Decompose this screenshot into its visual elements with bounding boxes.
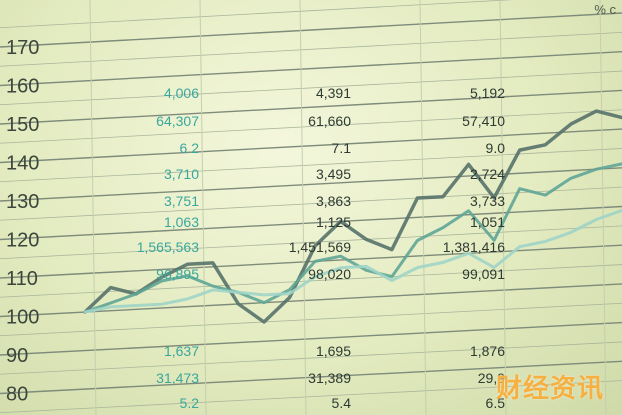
y-tick-label: 100 — [6, 307, 39, 329]
grid-line — [0, 321, 622, 356]
grid-line — [0, 51, 622, 87]
grid-line — [0, 167, 622, 202]
grid-line — [0, 302, 622, 337]
figure-col1: 31,473 — [156, 370, 199, 386]
grid-line — [0, 89, 622, 125]
figure-col3: 3,733 — [470, 193, 505, 209]
series-line-1 — [83, 109, 622, 324]
y-tick-label: 90 — [6, 345, 28, 367]
grid-line — [0, 70, 622, 106]
y-tick-label: 150 — [6, 114, 39, 136]
y-tick-label: 110 — [6, 268, 38, 290]
grid-line — [0, 244, 622, 279]
y-tick-label: 140 — [6, 153, 39, 175]
grid-column-line — [499, 0, 507, 415]
figure-col2: 7.1 — [332, 140, 352, 156]
figure-col3: 1,876 — [470, 343, 505, 359]
figure-col3: 29,9 — [478, 370, 505, 386]
figure-col3: 99,091 — [462, 266, 505, 282]
grid-line — [0, 128, 622, 164]
figure-col1: 1,637 — [164, 343, 199, 359]
series-line-2 — [83, 162, 622, 314]
grid-column-line — [419, 0, 427, 415]
figure-col2: 61,660 — [308, 113, 351, 129]
grid-line — [0, 225, 622, 260]
grid-column-line — [599, 0, 607, 415]
figure-col1: 4,006 — [164, 85, 199, 101]
figure-col3: 5,192 — [470, 85, 505, 101]
figure-col2: 3,863 — [316, 193, 351, 209]
grid-line — [0, 0, 514, 29]
y-tick-label: 80 — [6, 384, 28, 406]
figure-col3: 2,724 — [470, 166, 505, 182]
figure-col2: 1,451,569 — [289, 239, 351, 255]
figure-col3: 6.5 — [486, 395, 506, 411]
figure-col1: 1,063 — [164, 214, 199, 230]
figure-col3: 1,381,416 — [443, 239, 505, 255]
figure-col2: 1,695 — [316, 343, 351, 359]
y-tick-label: 130 — [6, 191, 39, 213]
y-tick-label: 160 — [6, 76, 39, 98]
figure-col3: 1,051 — [470, 214, 505, 230]
corner-percent-label: % c — [594, 2, 616, 17]
y-tick-label: 170 — [6, 37, 39, 59]
grid-line — [0, 283, 622, 318]
figure-col1: 3,710 — [164, 166, 199, 182]
grid-line — [0, 360, 622, 395]
grid-column-line — [199, 0, 207, 415]
grid-line — [0, 380, 622, 414]
figure-col2: 3,495 — [316, 166, 351, 182]
figure-col1: 1,565,563 — [137, 239, 199, 255]
watermark-logo-text: 财经资讯 — [495, 373, 604, 403]
figure-col2: 1,125 — [316, 214, 351, 230]
grid-line — [0, 109, 622, 144]
figure-col1: 96,895 — [156, 266, 199, 282]
figure-col1: 3,751 — [164, 193, 199, 209]
figure-col3: 57,410 — [462, 113, 505, 129]
figure-col2: 5.4 — [332, 395, 352, 411]
figure-col2: 98,020 — [308, 266, 351, 282]
figure-col2: 31,389 — [308, 370, 351, 386]
figure-col1: 64,307 — [156, 113, 199, 129]
grid-line — [0, 12, 622, 48]
figure-col1: 5.2 — [180, 395, 200, 411]
series-line-3 — [83, 208, 622, 314]
grid-column-line — [299, 0, 307, 415]
grid-line — [0, 205, 622, 241]
grid-line — [0, 341, 622, 375]
y-tick-label: 120 — [6, 230, 39, 252]
figure-col3: 9.0 — [486, 140, 506, 156]
figure-col2: 4,391 — [316, 85, 351, 101]
figure-col1: 6.2 — [180, 140, 200, 156]
grid-column-line — [89, 0, 97, 415]
grid-line — [0, 31, 622, 67]
